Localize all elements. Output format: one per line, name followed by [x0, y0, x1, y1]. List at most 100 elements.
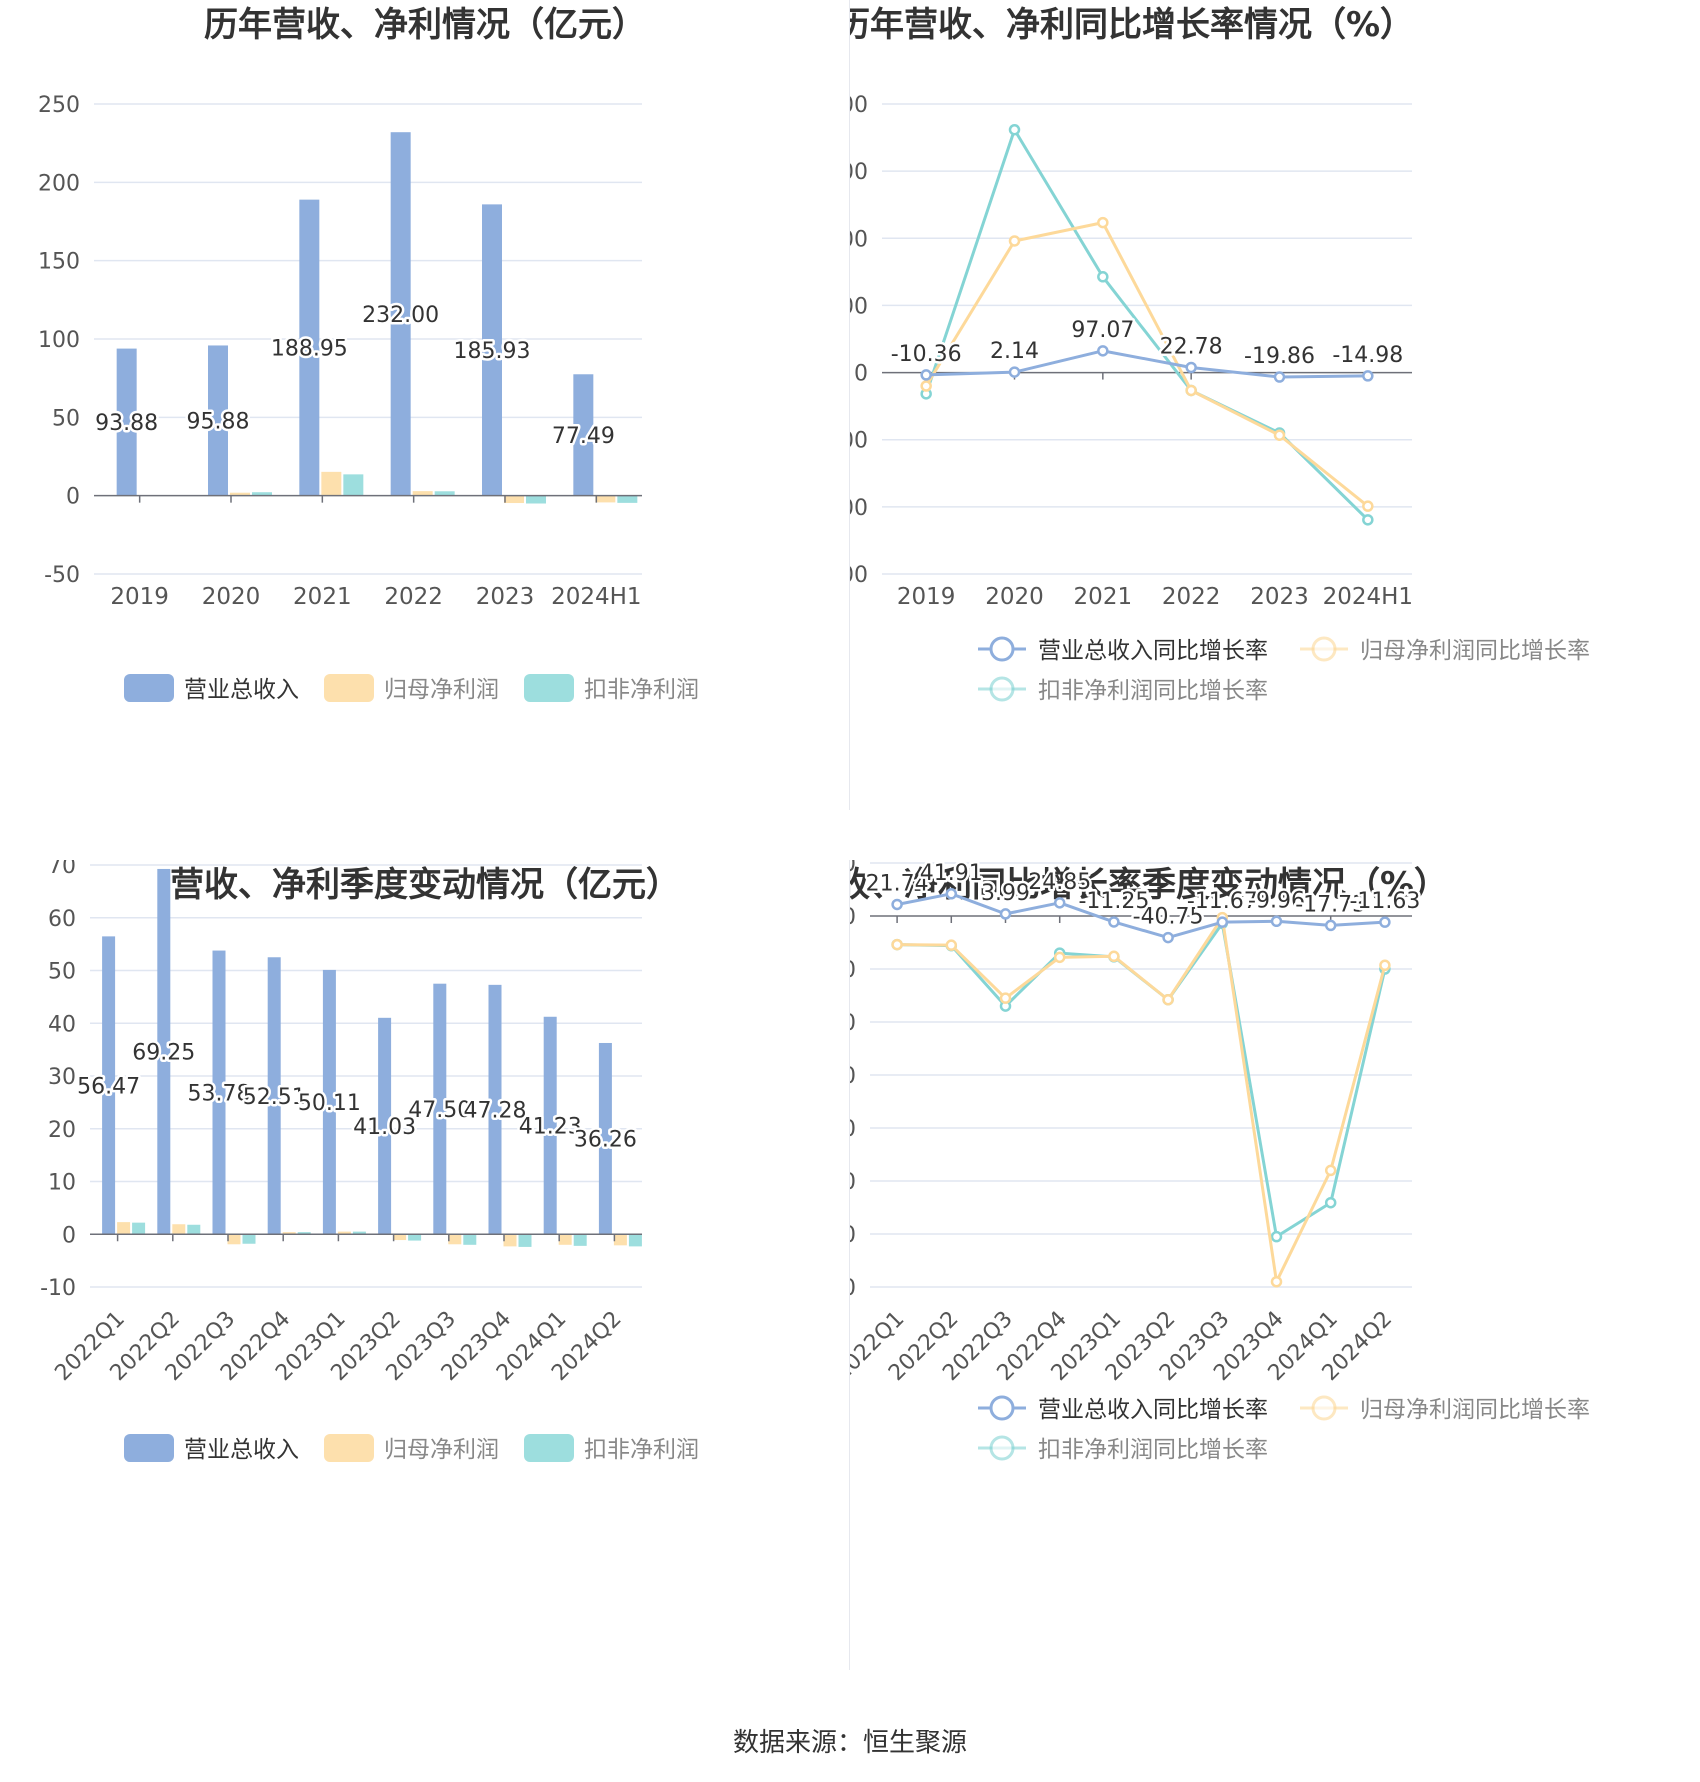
- legend-marker[interactable]: [989, 1395, 1015, 1421]
- bar[interactable]: [448, 1234, 462, 1245]
- bar[interactable]: [488, 984, 502, 1235]
- bar[interactable]: [337, 1231, 351, 1235]
- bar[interactable]: [322, 969, 336, 1235]
- data-point[interactable]: [920, 369, 932, 381]
- bar[interactable]: [297, 1232, 311, 1235]
- data-point[interactable]: [1097, 216, 1109, 229]
- bar[interactable]: [598, 1042, 612, 1235]
- bar[interactable]: [390, 132, 411, 496]
- legend-marker[interactable]: [989, 636, 1015, 662]
- y-tick-label: -300: [850, 1064, 856, 1089]
- data-point[interactable]: [1324, 1164, 1337, 1177]
- data-point[interactable]: [1008, 235, 1021, 247]
- data-point[interactable]: [999, 992, 1012, 1004]
- bar[interactable]: [227, 1234, 241, 1245]
- legend-marker[interactable]: [989, 1435, 1015, 1461]
- bar[interactable]: [117, 1222, 131, 1235]
- bar[interactable]: [595, 495, 616, 503]
- bar[interactable]: [378, 1017, 392, 1235]
- bar[interactable]: [208, 345, 228, 496]
- bar[interactable]: [352, 1231, 366, 1235]
- bar[interactable]: [393, 1234, 407, 1241]
- data-point[interactable]: [1108, 950, 1120, 963]
- legend-swatch[interactable]: [524, 1434, 574, 1462]
- bar[interactable]: [482, 204, 502, 496]
- bar[interactable]: [617, 495, 638, 503]
- data-point[interactable]: [1362, 514, 1374, 526]
- bar[interactable]: [282, 1232, 296, 1235]
- bar[interactable]: [628, 1234, 642, 1247]
- data-point[interactable]: [1273, 371, 1286, 383]
- bar[interactable]: [252, 492, 272, 496]
- legend-swatch[interactable]: [324, 674, 374, 702]
- data-point[interactable]: [1216, 916, 1229, 928]
- bar[interactable]: [518, 1234, 532, 1247]
- bar[interactable]: [503, 1234, 517, 1247]
- legend-marker[interactable]: [989, 676, 1015, 702]
- data-point[interactable]: [1324, 1196, 1337, 1209]
- bar[interactable]: [242, 1234, 256, 1244]
- data-label: 21.74: [866, 871, 929, 896]
- bar[interactable]: [573, 374, 594, 496]
- data-label: 50.11: [298, 1091, 361, 1116]
- bar[interactable]: [102, 936, 116, 1235]
- bar[interactable]: [116, 348, 137, 496]
- data-point[interactable]: [999, 908, 1012, 920]
- bar[interactable]: [433, 983, 447, 1235]
- data-point[interactable]: [1379, 916, 1391, 928]
- bar[interactable]: [408, 1234, 422, 1241]
- y-tick-label: 70: [48, 860, 76, 879]
- bar[interactable]: [267, 957, 281, 1235]
- bar[interactable]: [343, 474, 364, 496]
- data-point[interactable]: [1097, 271, 1109, 283]
- bar[interactable]: [157, 868, 171, 1235]
- data-point[interactable]: [1008, 123, 1021, 136]
- data-point[interactable]: [1053, 951, 1066, 964]
- bar[interactable]: [132, 1222, 146, 1235]
- data-point[interactable]: [891, 898, 903, 911]
- data-point[interactable]: [1162, 931, 1174, 944]
- data-point[interactable]: [1162, 993, 1174, 1006]
- data-point[interactable]: [1108, 916, 1120, 928]
- bar[interactable]: [187, 1224, 201, 1235]
- data-point[interactable]: [920, 380, 932, 392]
- data-point[interactable]: [1097, 345, 1109, 357]
- series-line: [897, 916, 1387, 1284]
- legend-swatch[interactable]: [124, 674, 174, 702]
- bar[interactable]: [504, 495, 524, 504]
- bar[interactable]: [543, 1016, 557, 1235]
- bar[interactable]: [463, 1234, 477, 1245]
- bar[interactable]: [321, 471, 342, 496]
- bar[interactable]: [573, 1234, 587, 1246]
- data-point[interactable]: [945, 888, 958, 900]
- bar[interactable]: [434, 491, 455, 496]
- legend-swatch[interactable]: [124, 1434, 174, 1462]
- data-point[interactable]: [1273, 429, 1286, 441]
- data-point[interactable]: [1185, 361, 1197, 374]
- data-point[interactable]: [1270, 915, 1283, 928]
- data-point[interactable]: [1324, 919, 1337, 932]
- data-point[interactable]: [1053, 897, 1066, 909]
- data-point[interactable]: [1008, 366, 1021, 378]
- data-point[interactable]: [1270, 1275, 1283, 1288]
- data-point[interactable]: [1379, 959, 1391, 972]
- data-point[interactable]: [1270, 1230, 1283, 1243]
- bar[interactable]: [412, 491, 433, 496]
- bar[interactable]: [526, 495, 546, 504]
- data-point[interactable]: [1362, 370, 1374, 382]
- legend-marker[interactable]: [1311, 636, 1337, 662]
- y-tick-label: -900: [850, 563, 868, 588]
- bar[interactable]: [558, 1234, 572, 1245]
- data-point[interactable]: [1362, 500, 1374, 512]
- legend-swatch[interactable]: [324, 1434, 374, 1462]
- data-point[interactable]: [1185, 384, 1197, 397]
- legend-marker[interactable]: [1311, 1395, 1337, 1421]
- data-point[interactable]: [945, 939, 958, 951]
- bar[interactable]: [299, 199, 320, 496]
- bar[interactable]: [613, 1234, 627, 1246]
- bar[interactable]: [230, 492, 250, 496]
- bar[interactable]: [172, 1224, 186, 1235]
- data-point[interactable]: [891, 938, 903, 951]
- bar[interactable]: [212, 950, 226, 1235]
- legend-swatch[interactable]: [524, 674, 574, 702]
